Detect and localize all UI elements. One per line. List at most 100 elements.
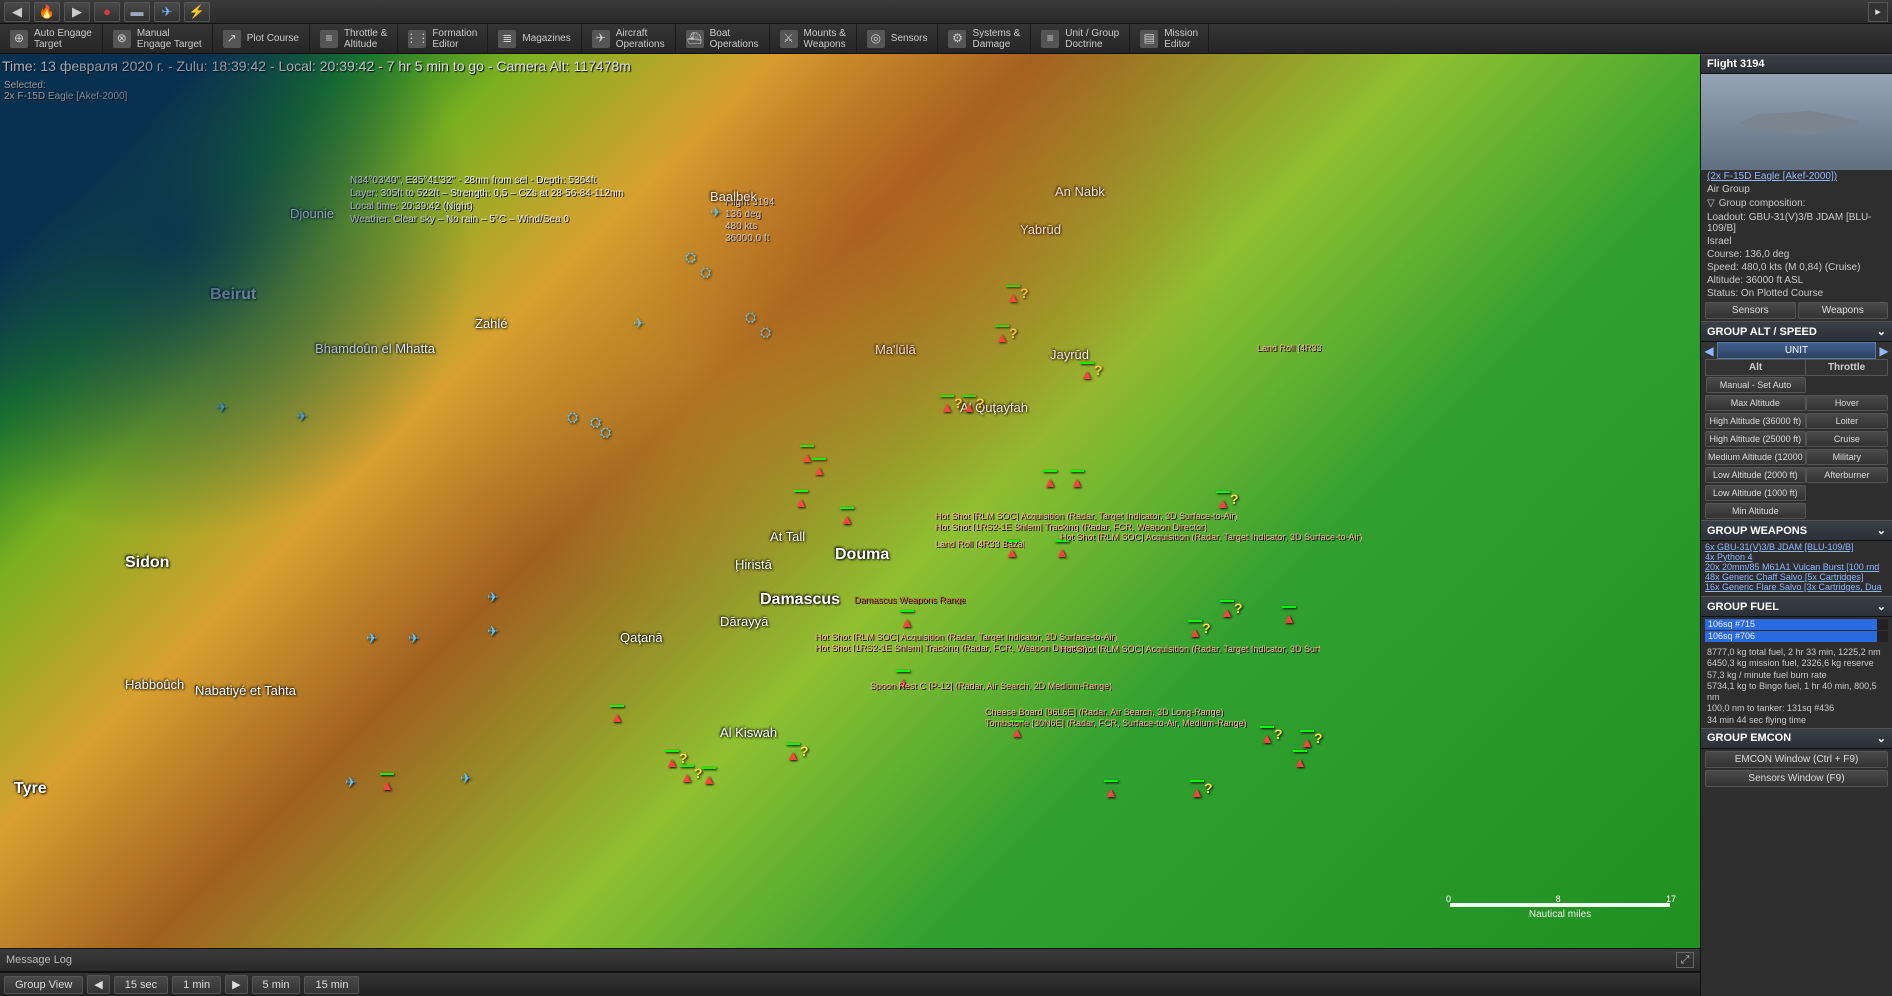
hostile-unit-icon[interactable]: ▲ (1293, 754, 1307, 770)
hostile-unit-icon[interactable]: ▲? (665, 754, 679, 770)
hostile-unit-icon[interactable]: ▲ (702, 771, 716, 787)
altitude-button[interactable]: Max Altitude (1705, 395, 1806, 411)
hostile-unit-icon[interactable]: ▲? (1188, 624, 1202, 640)
hostile-unit-icon[interactable]: ▲ (1010, 724, 1024, 740)
weapon-link[interactable]: 16x Generic Flare Salvo [3x Cartridges, … (1705, 582, 1888, 592)
play-icon[interactable]: ▶ (64, 2, 90, 22)
weapon-link[interactable]: 20x 20mm/85 M61A1 Vulcan Burst [100 rnd (1705, 562, 1888, 572)
hostile-unit-icon[interactable]: ▲ (380, 777, 394, 793)
friendly-unit-icon[interactable]: ⛭ (685, 249, 696, 266)
friendly-unit-icon[interactable]: ✈ (633, 315, 645, 332)
throttle-button[interactable]: Cruise (1806, 431, 1888, 447)
manual-auto-button[interactable]: Manual - Set Auto (1706, 377, 1806, 393)
hostile-unit-icon[interactable]: ▲ (610, 709, 624, 725)
throttle-button[interactable]: Military (1806, 449, 1888, 465)
fuel-collapse-icon[interactable]: ⌄ (1877, 600, 1886, 613)
hostile-unit-icon[interactable]: ▲? (1216, 495, 1230, 511)
tactical-map[interactable]: Time: 13 февраля 2020 г. - Zulu: 18:39:4… (0, 54, 1700, 948)
plot-course-button[interactable]: ↗Plot Course (213, 24, 310, 53)
emcon-window-button[interactable]: EMCON Window (Ctrl + F9) (1705, 751, 1888, 768)
sensors-button[interactable]: Sensors (1705, 302, 1796, 319)
unit-prev-icon[interactable]: ◀ (1701, 344, 1717, 358)
auto-engage-button[interactable]: ⊕Auto Engage Target (0, 24, 103, 53)
group-view-button[interactable]: Group View (4, 976, 83, 994)
friendly-unit-icon[interactable]: ⛭ (567, 409, 578, 426)
mounts-weapons-button[interactable]: ⚔Mounts & Weapons (770, 24, 857, 53)
hostile-unit-icon[interactable]: ▲ (1055, 544, 1069, 560)
hostile-unit-icon[interactable]: ▲ (1070, 474, 1084, 490)
sensors-window-button[interactable]: Sensors Window (F9) (1705, 770, 1888, 787)
hostile-unit-icon[interactable]: ▲ (794, 494, 808, 510)
altitude-button[interactable]: Min Altitude (1705, 503, 1806, 519)
time-15min-button[interactable]: 15 min (304, 976, 359, 994)
hostile-unit-icon[interactable]: ▲? (1190, 784, 1204, 800)
hostile-unit-icon[interactable]: ▲ (1104, 784, 1118, 800)
systems-damage-button[interactable]: ⚙Systems & Damage (938, 24, 1031, 53)
hostile-unit-icon[interactable]: ▲ (812, 462, 826, 478)
altitude-button[interactable]: Medium Altitude (12000 (1705, 449, 1806, 465)
message-log-bar[interactable]: Message Log ⤢ (0, 948, 1700, 972)
hostile-unit-icon[interactable]: ▲? (1220, 604, 1234, 620)
hostile-unit-icon[interactable]: ▲? (962, 399, 976, 415)
friendly-unit-icon[interactable]: ✈ (296, 408, 308, 425)
time-prev-button[interactable]: ◀ (87, 975, 109, 994)
hostile-unit-icon[interactable]: ▲ (800, 449, 814, 465)
hostile-unit-icon[interactable]: ▲? (1260, 730, 1274, 746)
weapon-link[interactable]: 6x GBU-31(V)3/B JDAM [BLU-109/B] (1705, 542, 1888, 552)
weapon-link[interactable]: 48x Generic Chaff Salvo [5x Cartridges] (1705, 572, 1888, 582)
unit-nav-label[interactable]: UNIT (1717, 342, 1876, 359)
friendly-unit-icon[interactable]: ⛭ (600, 424, 611, 441)
mission-editor-button[interactable]: ▤Mission Editor (1130, 24, 1209, 53)
friendly-unit-icon[interactable]: ⛭ (760, 324, 771, 341)
prev-icon[interactable]: ◀ (4, 2, 30, 22)
hostile-unit-icon[interactable]: ▲ (896, 674, 910, 690)
boat-ops-button[interactable]: ⛴Boat Operations (676, 24, 770, 53)
hostile-unit-icon[interactable]: ▲ (1282, 610, 1296, 626)
friendly-unit-icon[interactable]: ✈ (487, 623, 499, 640)
friendly-unit-icon[interactable]: ✈ (460, 770, 472, 787)
unit-next-icon[interactable]: ▶ (1876, 344, 1892, 358)
manual-engage-button[interactable]: ⊗Manual Engage Target (103, 24, 213, 53)
friendly-unit-icon[interactable]: ✈ (408, 630, 420, 647)
time-5min-button[interactable]: 5 min (252, 976, 301, 994)
altitude-button[interactable]: High Altitude (36000 ft) (1705, 413, 1806, 429)
terrain-icon[interactable]: ▬ (124, 2, 150, 22)
friendly-unit-icon[interactable]: ✈ (216, 399, 228, 416)
hostile-unit-icon[interactable]: ▲? (786, 747, 800, 763)
hostile-unit-icon[interactable]: ▲? (995, 329, 1009, 345)
hostile-unit-icon[interactable]: ▲ (840, 511, 854, 527)
time-15sec-button[interactable]: 15 sec (114, 976, 168, 994)
group-comp-tri-icon[interactable]: ▽ (1707, 198, 1715, 209)
hostile-unit-icon[interactable]: ▲? (1006, 289, 1020, 305)
record-icon[interactable]: ● (94, 2, 120, 22)
friendly-unit-icon[interactable]: ✈ (487, 589, 499, 606)
friendly-unit-icon[interactable]: ✈ (345, 774, 357, 791)
altspeed-collapse-icon[interactable]: ⌄ (1877, 325, 1886, 338)
weapons-button[interactable]: Weapons (1798, 302, 1889, 319)
sensors-button[interactable]: ◎Sensors (857, 24, 939, 53)
hostile-unit-icon[interactable]: ▲? (940, 399, 954, 415)
fire-icon[interactable]: 🔥 (34, 2, 60, 22)
unit-doctrine-button[interactable]: ≡Unit / Group Doctrine (1031, 24, 1130, 53)
jet-icon[interactable]: ✈ (154, 2, 180, 22)
hostile-unit-icon[interactable]: ▲? (1080, 366, 1094, 382)
throttle-button[interactable]: Loiter (1806, 413, 1888, 429)
friendly-unit-icon[interactable]: ⛭ (745, 309, 756, 326)
hostile-unit-icon[interactable]: ▲ (900, 614, 914, 630)
throttle-button[interactable]: Hover (1806, 395, 1888, 411)
bolt-icon[interactable]: ⚡ (184, 2, 210, 22)
weapon-link[interactable]: 4x Python 4 (1705, 552, 1888, 562)
unit-type-link[interactable]: (2x F-15D Eagle [Akef-2000]) (1701, 170, 1892, 183)
time-1min-button[interactable]: 1 min (172, 976, 221, 994)
throttle-altitude-button[interactable]: ≡Throttle & Altitude (310, 24, 398, 53)
friendly-unit-icon[interactable]: ⛭ (700, 264, 711, 281)
group-composition-row[interactable]: ▽ Group composition: (1701, 196, 1892, 211)
hostile-unit-icon[interactable]: ▲ (1005, 544, 1019, 560)
hostile-unit-icon[interactable]: ▲ (1043, 474, 1057, 490)
aircraft-ops-button[interactable]: ✈Aircraft Operations (582, 24, 676, 53)
altitude-button[interactable]: Low Altitude (1000 ft) (1705, 485, 1806, 501)
throttle-button[interactable]: Afterburner (1806, 467, 1888, 483)
emcon-collapse-icon[interactable]: ⌄ (1877, 732, 1886, 745)
friendly-unit-icon[interactable]: ✈ (710, 204, 722, 221)
weapons-collapse-icon[interactable]: ⌄ (1877, 524, 1886, 537)
